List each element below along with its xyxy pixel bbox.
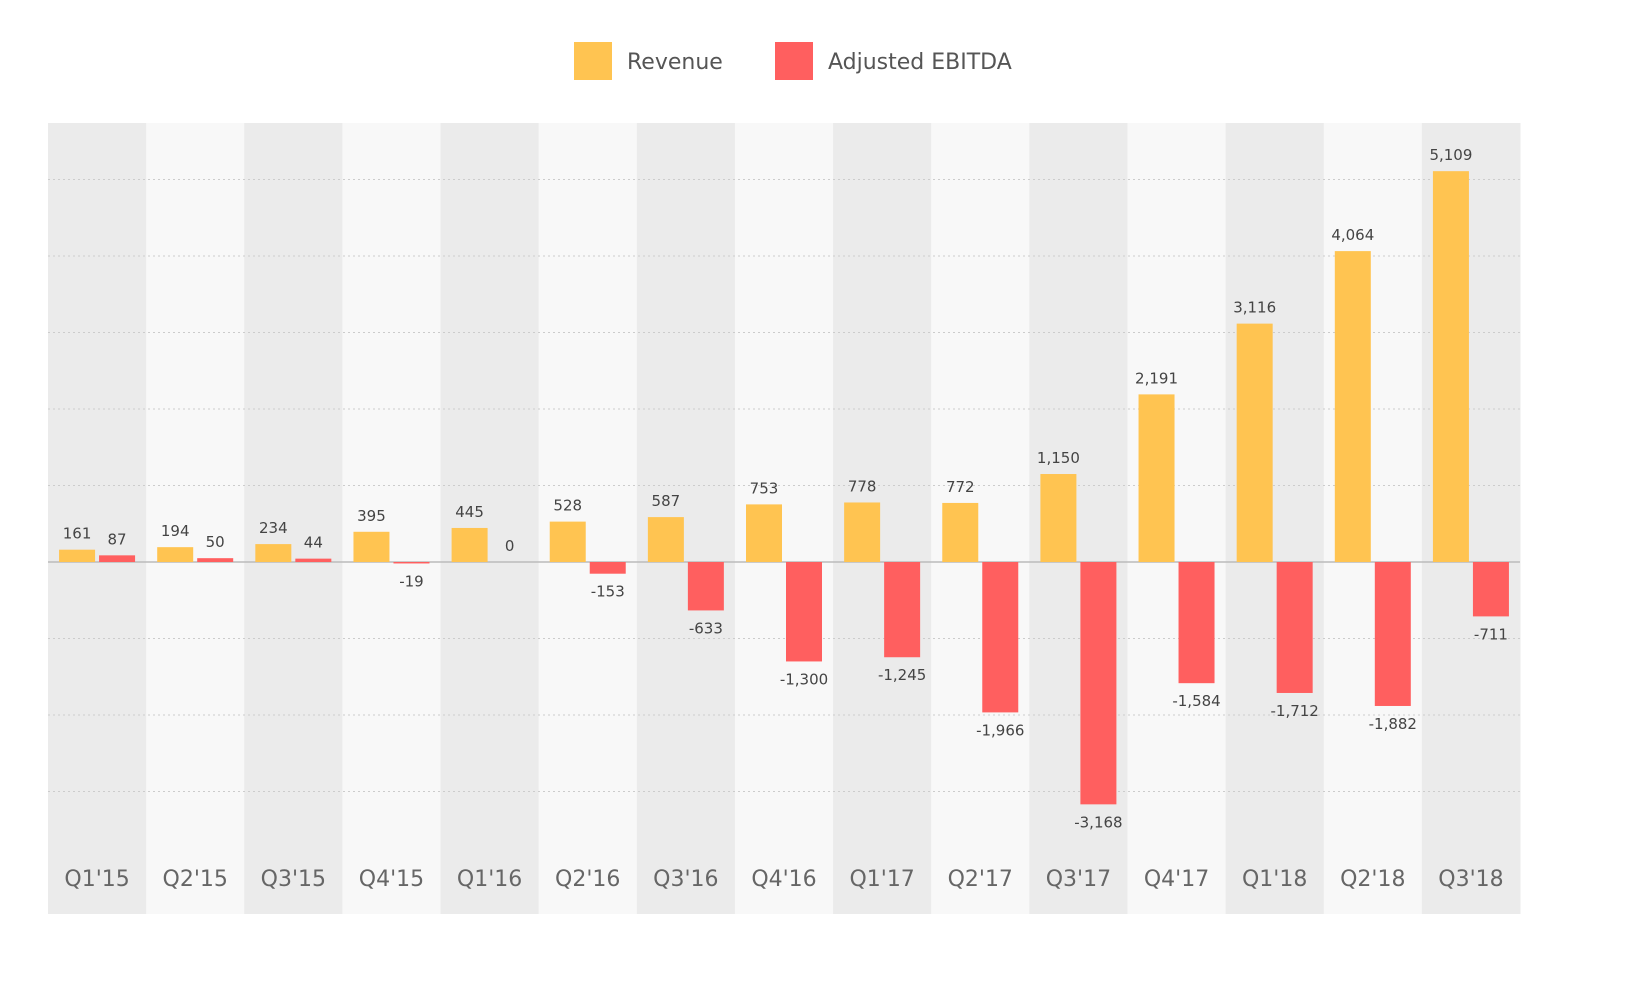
value-label-revenue-q2-15: 194 [161,522,190,540]
value-label-adjusted-ebitda-q2-15: 50 [206,533,225,551]
category-label-q2-15: Q2'15 [163,867,228,892]
category-label-q4-17: Q4'17 [1144,867,1209,892]
value-label-revenue-q3-15: 234 [259,519,288,537]
value-label-revenue-q3-18: 5,109 [1429,146,1472,164]
category-label-q4-16: Q4'16 [751,867,816,892]
category-label-q3-18: Q3'18 [1438,867,1503,892]
value-label-revenue-q3-16: 587 [652,492,681,510]
bar-adjusted-ebitda-q3-18 [1472,562,1509,617]
bar-revenue-q1-15 [59,549,96,562]
bar-adjusted-ebitda-q3-17 [1080,562,1117,805]
value-label-revenue-q1-17: 778 [848,477,877,495]
value-label-revenue-q1-18: 3,116 [1233,299,1276,317]
bar-revenue-q4-15 [353,531,390,562]
category-label-q1-18: Q1'18 [1242,867,1307,892]
value-label-adjusted-ebitda-q3-17: -3,168 [1074,813,1122,831]
bar-adjusted-ebitda-q2-17 [982,562,1019,713]
bar-adjusted-ebitda-q1-15 [99,555,136,562]
value-label-revenue-q1-16: 445 [455,503,484,521]
category-label-q1-16: Q1'16 [457,867,522,892]
category-label-q2-18: Q2'18 [1340,867,1405,892]
bar-revenue-q1-17 [844,502,881,562]
legend-label-revenue: Revenue [627,50,723,75]
bar-adjusted-ebitda-q1-17 [884,562,921,658]
legend: Revenue Adjusted EBITDA [574,42,1012,80]
value-label-revenue-q4-17: 2,191 [1135,369,1178,387]
category-label-q4-15: Q4'15 [359,867,424,892]
bar-revenue-q2-16 [549,521,586,562]
bar-revenue-q3-18 [1432,171,1469,562]
value-label-revenue-q4-16: 753 [750,479,779,497]
value-label-adjusted-ebitda-q2-18: -1,882 [1369,715,1417,733]
value-label-revenue-q2-17: 772 [946,478,975,496]
bar-adjusted-ebitda-q4-15 [393,562,430,564]
bar-revenue-q1-16 [451,527,488,562]
legend-swatch-adjusted-ebitda [775,42,813,80]
category-labels: Q1'15 Q2'15 Q3'15 Q4'15 Q1'16 Q2'16 Q3'16 Q4'16… [64,867,1503,892]
bar-revenue-q2-17 [942,502,979,562]
bar-revenue-q3-17 [1040,474,1077,562]
value-label-adjusted-ebitda-q4-16: -1,300 [780,670,828,688]
value-label-revenue-q2-18: 4,064 [1331,226,1374,244]
value-label-adjusted-ebitda-q2-17: -1,966 [976,721,1024,739]
category-label-q3-15: Q3'15 [261,867,326,892]
bar-revenue-q4-16 [746,504,782,562]
bar-adjusted-ebitda-q3-15 [295,558,332,562]
category-label-q3-16: Q3'16 [653,867,718,892]
value-label-revenue-q2-16: 528 [553,497,582,515]
bar-adjusted-ebitda-q2-18 [1374,562,1411,706]
bar-adjusted-ebitda-q1-18 [1276,562,1313,693]
bar-revenue-q4-17 [1138,394,1175,562]
band-q1-16 [440,123,540,914]
category-label-q2-16: Q2'16 [555,867,620,892]
value-labels: 161 194 234 395 445 528 587 753 778 772 1,150 2,191… [63,146,1508,831]
band-q1-15 [48,123,147,914]
bar-revenue-q2-18 [1334,251,1371,562]
value-label-adjusted-ebitda-q3-16: -633 [689,619,723,637]
bar-revenue-q3-15 [255,544,292,562]
value-label-revenue-q4-15: 395 [357,507,386,525]
legend-label-adjusted-ebitda: Adjusted EBITDA [828,50,1012,75]
bar-adjusted-ebitda-q4-17 [1178,562,1215,684]
category-label-q1-17: Q1'17 [849,867,914,892]
legend-swatch-revenue [574,42,612,80]
band-q4-15 [342,123,442,914]
bar-adjusted-ebitda-q4-16 [786,562,822,662]
bar-revenue-q1-18 [1236,323,1273,562]
category-label-q1-15: Q1'15 [64,867,129,892]
category-label-q3-17: Q3'17 [1046,867,1111,892]
value-label-adjusted-ebitda-q1-15: 87 [108,530,127,548]
bar-adjusted-ebitda-q3-16 [687,562,724,611]
band-q2-16 [538,123,638,914]
band-q3-15 [244,123,343,914]
value-label-adjusted-ebitda-q4-17: -1,584 [1172,692,1220,710]
value-label-adjusted-ebitda-q3-18: -711 [1474,625,1508,643]
value-label-adjusted-ebitda-q1-17: -1,245 [878,666,926,684]
bar-revenue-q3-16 [647,517,684,562]
bars [59,171,1509,805]
bar-adjusted-ebitda-q2-15 [197,558,234,562]
bar-adjusted-ebitda-q2-16 [589,562,626,574]
value-label-adjusted-ebitda-q1-16: 0 [505,537,515,555]
value-label-adjusted-ebitda-q4-15: -19 [399,572,424,590]
value-label-adjusted-ebitda-q1-18: -1,712 [1270,702,1318,720]
bar-revenue-q2-15 [157,547,194,562]
category-label-q2-17: Q2'17 [948,867,1013,892]
value-label-revenue-q3-17: 1,150 [1037,449,1080,467]
gridlines [48,179,1520,792]
value-label-adjusted-ebitda-q2-16: -153 [591,583,625,601]
value-label-adjusted-ebitda-q3-15: 44 [304,534,323,552]
value-label-revenue-q1-15: 161 [63,525,92,543]
band-q2-15 [146,123,245,914]
